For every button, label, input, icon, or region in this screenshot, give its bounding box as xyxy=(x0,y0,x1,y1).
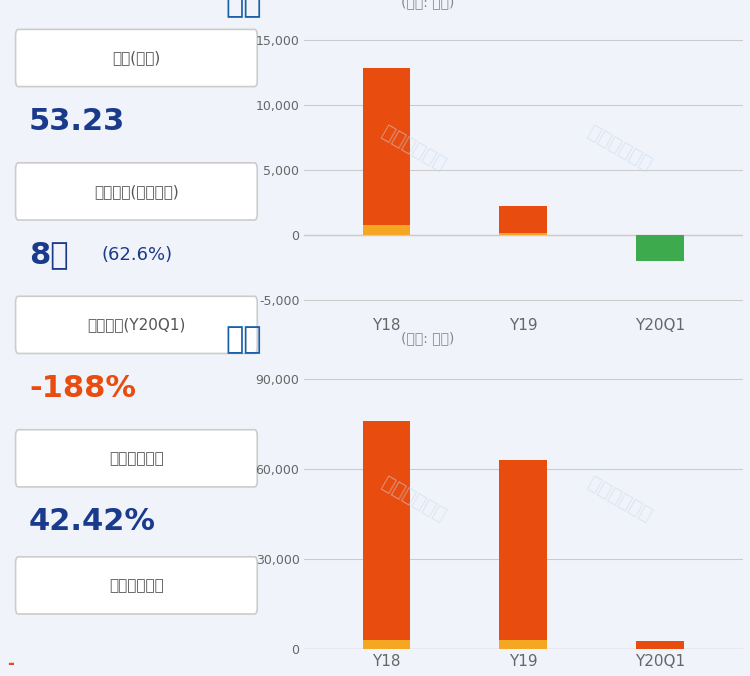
Text: 机构持股(占流通盘): 机构持股(占流通盘) xyxy=(94,184,178,199)
Text: (单位: 万元): (单位: 万元) xyxy=(400,331,454,345)
Bar xyxy=(637,235,684,261)
Text: 大股东质押率: 大股东质押率 xyxy=(109,451,164,466)
FancyBboxPatch shape xyxy=(16,296,257,354)
Text: 每日经济新闻: 每日经济新闻 xyxy=(584,122,655,174)
Text: -188%: -188% xyxy=(29,374,136,403)
Bar xyxy=(637,642,684,649)
FancyBboxPatch shape xyxy=(16,163,257,220)
Text: 每日经济新闻: 每日经济新闻 xyxy=(379,473,449,525)
FancyBboxPatch shape xyxy=(16,430,257,487)
Text: 42.42%: 42.42% xyxy=(29,508,156,536)
Text: (单位: 万元): (单位: 万元) xyxy=(400,0,454,9)
Bar xyxy=(500,206,548,235)
FancyBboxPatch shape xyxy=(16,557,257,614)
FancyBboxPatch shape xyxy=(16,29,257,87)
Text: (62.6%): (62.6%) xyxy=(101,246,172,264)
Text: 8家: 8家 xyxy=(29,241,68,270)
Bar xyxy=(362,421,410,649)
Text: 每日经济新闻: 每日经济新闻 xyxy=(584,473,655,525)
Text: 最新监管情况: 最新监管情况 xyxy=(109,578,164,593)
Bar xyxy=(362,640,410,649)
Text: 每日经济新闻: 每日经济新闻 xyxy=(379,122,449,174)
Bar xyxy=(362,68,410,235)
Text: 净利同比(Y20Q1): 净利同比(Y20Q1) xyxy=(87,318,185,333)
Bar xyxy=(500,640,548,649)
Bar xyxy=(500,460,548,649)
Bar xyxy=(362,224,410,235)
Text: 净利: 净利 xyxy=(226,0,262,18)
Text: 市值(亿元): 市值(亿元) xyxy=(112,51,160,66)
Text: 53.23: 53.23 xyxy=(29,107,125,136)
Bar xyxy=(500,233,548,235)
Text: 营收: 营收 xyxy=(226,325,262,354)
Text: -: - xyxy=(8,655,14,673)
